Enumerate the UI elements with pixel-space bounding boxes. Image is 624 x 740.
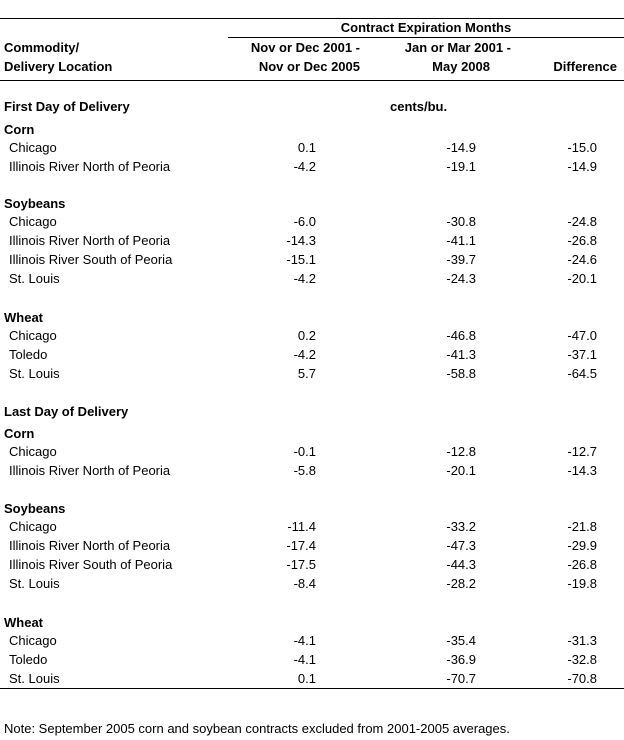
row-value-2001-2008: -35.4 bbox=[446, 633, 476, 648]
row-value-2001-2008: -28.2 bbox=[446, 576, 476, 591]
row-location: Illinois River North of Peoria bbox=[9, 159, 171, 174]
row-value-2001-2005: 0.1 bbox=[297, 671, 316, 686]
row-value-2001-2008: -19.1 bbox=[446, 159, 476, 174]
col-difference-header: Difference bbox=[553, 59, 617, 74]
units-label: cents/bu. bbox=[390, 99, 448, 114]
row-value-2001-2005: -5.8 bbox=[293, 463, 316, 478]
row-value-difference: -26.8 bbox=[567, 557, 597, 572]
group-header-rule bbox=[228, 37, 624, 38]
row-value-2001-2008: -39.7 bbox=[446, 252, 476, 267]
commodity-heading: Wheat bbox=[4, 310, 43, 325]
row-value-2001-2005: 0.2 bbox=[297, 328, 316, 343]
row-value-2001-2005: -11.4 bbox=[287, 519, 316, 534]
col-2001-2008-header-line1: Jan or Mar 2001 - bbox=[404, 40, 511, 55]
row-value-2001-2005: 0.1 bbox=[297, 140, 316, 155]
row-value-difference: -15.0 bbox=[567, 140, 597, 155]
row-value-difference: -47.0 bbox=[567, 328, 597, 343]
row-value-2001-2005: -14.3 bbox=[286, 233, 316, 248]
row-value-difference: -26.8 bbox=[567, 233, 597, 248]
row-location: Chicago bbox=[9, 519, 57, 534]
row-location: Illinois River North of Peoria bbox=[9, 463, 171, 478]
row-value-2001-2008: -41.3 bbox=[446, 347, 476, 362]
commodity-heading: Corn bbox=[4, 122, 35, 137]
row-location: Illinois River South of Peoria bbox=[9, 557, 173, 572]
row-value-2001-2008: -44.3 bbox=[446, 557, 476, 572]
row-value-difference: -64.5 bbox=[567, 366, 597, 381]
row-value-difference: -70.8 bbox=[567, 671, 597, 686]
row-value-2001-2008: -33.2 bbox=[446, 519, 476, 534]
row-value-2001-2005: -4.1 bbox=[293, 652, 316, 667]
col-2001-2005-header-line1: Nov or Dec 2001 - bbox=[250, 40, 360, 55]
commodity-heading: Soybeans bbox=[4, 196, 66, 211]
row-value-2001-2008: -36.9 bbox=[446, 652, 476, 667]
row-location: Chicago bbox=[9, 444, 57, 459]
row-value-difference: -29.9 bbox=[567, 538, 597, 553]
row-value-2001-2005: -4.2 bbox=[293, 347, 316, 362]
row-value-2001-2008: -24.3 bbox=[446, 271, 476, 286]
row-value-2001-2005: -8.4 bbox=[293, 576, 316, 591]
row-value-difference: -31.3 bbox=[567, 633, 597, 648]
row-location: Illinois River North of Peoria bbox=[9, 233, 171, 248]
row-location: Toledo bbox=[9, 652, 48, 667]
section-title: Last Day of Delivery bbox=[4, 404, 129, 419]
row-value-2001-2008: -46.8 bbox=[446, 328, 476, 343]
row-location: St. Louis bbox=[9, 576, 60, 591]
row-value-2001-2005: -6.0 bbox=[293, 214, 316, 229]
row-value-2001-2005: -17.4 bbox=[286, 538, 316, 553]
row-location: St. Louis bbox=[9, 271, 60, 286]
footnote: Note: September 2005 corn and soybean co… bbox=[4, 721, 510, 736]
row-value-2001-2008: -41.1 bbox=[446, 233, 476, 248]
row-value-difference: -20.1 bbox=[567, 271, 597, 286]
row-value-2001-2008: -47.3 bbox=[446, 538, 476, 553]
row-location: Chicago bbox=[9, 140, 57, 155]
row-location: St. Louis bbox=[9, 671, 60, 686]
col-commodity-header-line1: Commodity/ bbox=[4, 40, 80, 55]
row-value-difference: -24.6 bbox=[567, 252, 597, 267]
row-location: St. Louis bbox=[9, 366, 60, 381]
col-2001-2008-header-line2: May 2008 bbox=[432, 59, 490, 74]
row-value-difference: -12.7 bbox=[567, 444, 597, 459]
row-location: Chicago bbox=[9, 328, 57, 343]
row-value-difference: -14.9 bbox=[567, 159, 597, 174]
row-location: Chicago bbox=[9, 633, 57, 648]
commodity-heading: Soybeans bbox=[4, 501, 66, 516]
row-location: Toledo bbox=[9, 347, 48, 362]
section-title: First Day of Delivery bbox=[4, 99, 130, 114]
commodity-heading: Wheat bbox=[4, 615, 43, 630]
row-value-2001-2008: -20.1 bbox=[446, 463, 476, 478]
group-header: Contract Expiration Months bbox=[340, 20, 512, 35]
row-value-difference: -19.8 bbox=[567, 576, 597, 591]
header-bottom-rule bbox=[0, 80, 624, 81]
row-value-2001-2008: -12.8 bbox=[446, 444, 476, 459]
row-value-2001-2005: -4.2 bbox=[293, 271, 316, 286]
col-commodity-header-line2: Delivery Location bbox=[4, 59, 113, 74]
row-value-2001-2005: -0.1 bbox=[293, 444, 316, 459]
row-value-2001-2005: -4.1 bbox=[293, 633, 316, 648]
row-value-2001-2008: -14.9 bbox=[446, 140, 476, 155]
bottom-rule bbox=[0, 688, 624, 689]
row-value-difference: -32.8 bbox=[567, 652, 597, 667]
row-location: Illinois River South of Peoria bbox=[9, 252, 173, 267]
row-value-2001-2005: -4.2 bbox=[293, 159, 316, 174]
row-value-difference: -24.8 bbox=[567, 214, 597, 229]
row-value-2001-2008: -58.8 bbox=[446, 366, 476, 381]
row-value-2001-2005: -15.1 bbox=[286, 252, 316, 267]
row-value-2001-2008: -30.8 bbox=[446, 214, 476, 229]
row-value-difference: -14.3 bbox=[567, 463, 597, 478]
row-value-2001-2005: 5.7 bbox=[297, 366, 316, 381]
row-location: Chicago bbox=[9, 214, 57, 229]
row-value-difference: -21.8 bbox=[567, 519, 597, 534]
row-value-difference: -37.1 bbox=[567, 347, 597, 362]
col-2001-2005-header-line2: Nov or Dec 2005 bbox=[258, 59, 360, 74]
row-value-2001-2005: -17.5 bbox=[286, 557, 316, 572]
row-location: Illinois River North of Peoria bbox=[9, 538, 171, 553]
row-value-2001-2008: -70.7 bbox=[446, 671, 476, 686]
top-rule bbox=[0, 18, 624, 19]
commodity-heading: Corn bbox=[4, 426, 35, 441]
